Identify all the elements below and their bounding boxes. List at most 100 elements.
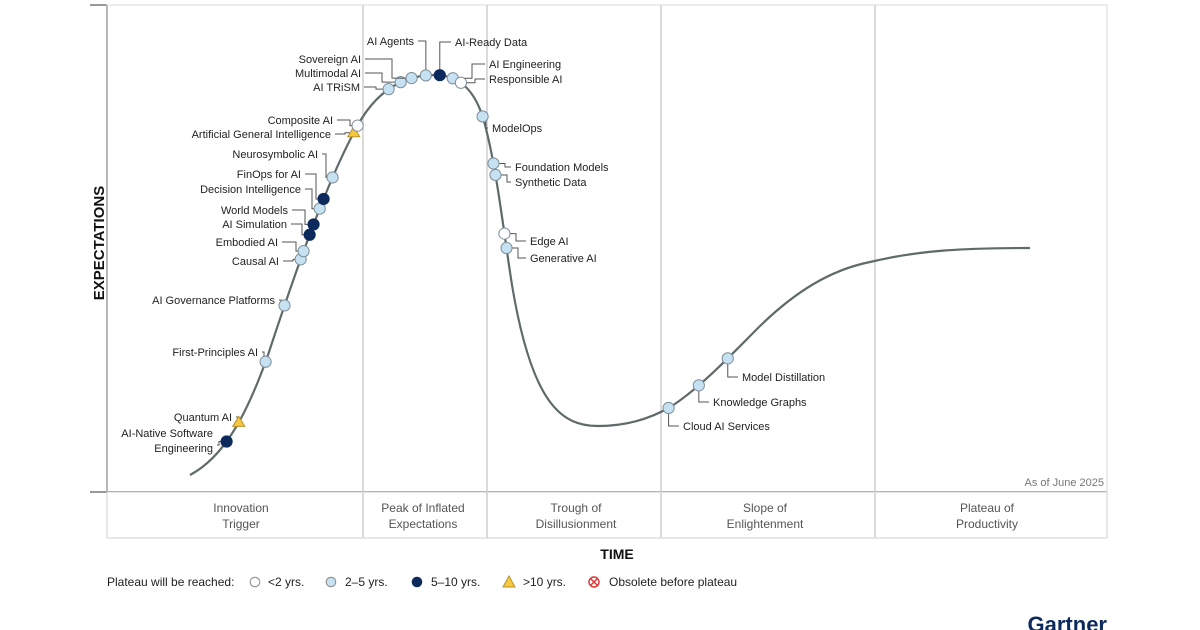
- tech-marker-artificial-general-intelligence: [346, 125, 361, 138]
- tech-label: Multimodal AI: [295, 68, 361, 80]
- tech-marker-ai-ready-data: [433, 69, 446, 82]
- leader-line: [499, 174, 511, 183]
- tech-label: Cloud AI Services: [683, 421, 770, 433]
- phase-label-peak-line2: Expectations: [389, 517, 458, 531]
- tech-label: Edge AI: [530, 236, 569, 248]
- phase-label-slope-line2: Enlightenment: [727, 517, 804, 531]
- legend-marker-gt10: [502, 574, 516, 588]
- phase-label-trough-line2: Disillusionment: [536, 517, 617, 531]
- phase-label-innovation-line1: Innovation: [213, 501, 268, 515]
- legend-title: Plateau will be reached:: [107, 575, 234, 589]
- phase-label-plateau-line2: Productivity: [956, 517, 1018, 531]
- tech-marker-world-models: [307, 218, 320, 231]
- leader-line: [456, 63, 485, 79]
- legend-marker-2to5: [325, 576, 337, 588]
- tech-label: Knowledge Graphs: [713, 397, 807, 409]
- tech-label: Composite AI: [268, 115, 333, 127]
- tech-label: Foundation Models: [515, 162, 609, 174]
- phase-dividers: [362, 5, 876, 538]
- leader-line: [335, 132, 350, 135]
- tech-label: AI-Native Software: [121, 428, 213, 440]
- tech-marker-responsible-ai: [454, 76, 467, 89]
- tech-label: Synthetic Data: [515, 177, 587, 189]
- leader-line: [668, 411, 679, 427]
- tech-label: Artificial General Intelligence: [192, 129, 331, 141]
- tech-marker-ai-agents: [419, 69, 432, 82]
- hype-curve: [189, 73, 1031, 476]
- tech-marker-generative-ai: [500, 241, 513, 255]
- gartner-logo: Gartner: [1028, 612, 1108, 630]
- tech-marker-multimodal-ai: [394, 76, 407, 89]
- tech-label: AI-Ready Data: [455, 37, 528, 49]
- tech-marker-ai-simulation: [303, 228, 316, 241]
- tech-label: First-Principles AI: [172, 347, 258, 359]
- legend-marker-obsolete-x2: [590, 578, 598, 586]
- leader-line: [364, 86, 385, 90]
- leader-line: [510, 247, 526, 259]
- tech-marker-sovereign-ai: [405, 72, 418, 85]
- tech-marker-embodied-ai: [297, 245, 310, 258]
- tech-label: AI Governance Platforms: [152, 295, 275, 307]
- tech-label: AI Engineering: [489, 59, 561, 71]
- tech-label: ModelOps: [492, 123, 543, 135]
- leader-line: [322, 153, 329, 178]
- leader-line: [418, 40, 427, 71]
- tech-marker-first-principles-ai: [259, 355, 272, 368]
- phase-label-peak-line1: Peak of Inflated: [381, 501, 464, 515]
- tech-marker-ai-trism: [382, 83, 395, 96]
- tech-label: Engineering: [154, 443, 213, 455]
- tech-label: FinOps for AI: [237, 169, 301, 181]
- tech-marker-neurosymbolic-ai: [326, 171, 339, 184]
- tech-label: Sovereign AI: [299, 54, 361, 66]
- leader-line: [497, 162, 511, 168]
- legend-label-gt10: >10 yrs.: [523, 575, 566, 589]
- leader-line: [698, 389, 709, 403]
- tech-label: Neurosymbolic AI: [232, 149, 318, 161]
- as-of-date: As of June 2025: [1024, 477, 1104, 489]
- phase-label-innovation-line2: Trigger: [222, 517, 260, 531]
- phase-label-trough-line1: Trough of: [551, 501, 603, 515]
- tech-marker-ai-native-software-engineering: [220, 435, 233, 448]
- tech-marker-synthetic-data: [489, 168, 502, 182]
- phase-label-slope-line1: Slope of: [743, 501, 788, 515]
- leader-line: [464, 78, 485, 84]
- tech-label: AI TRiSM: [313, 82, 360, 94]
- legend-marker-lt2: [249, 576, 261, 588]
- phase-label-plateau-line1: Plateau of: [960, 501, 1015, 515]
- leader-line: [439, 41, 451, 71]
- tech-marker-foundation-models: [487, 157, 500, 170]
- legend-label-obsolete: Obsolete before plateau: [609, 575, 737, 589]
- leader-line: [337, 119, 354, 127]
- legend-label-2to5: 2–5 yrs.: [345, 575, 388, 589]
- tech-label: AI Agents: [367, 36, 415, 48]
- tech-label: AI Simulation: [222, 219, 287, 231]
- tech-label: World Models: [221, 205, 289, 217]
- tech-label: Decision Intelligence: [200, 184, 301, 196]
- legend-marker-5to10: [411, 576, 423, 588]
- tech-marker-ai-governance-platforms: [278, 299, 291, 312]
- tech-label: Generative AI: [530, 253, 597, 265]
- legend-label-5to10: 5–10 yrs.: [431, 575, 480, 589]
- y-axis-title: EXPECTATIONS: [91, 186, 108, 300]
- leader-line: [282, 241, 300, 252]
- tech-marker-modelops: [476, 110, 489, 123]
- tech-marker-quantum-ai: [231, 415, 246, 427]
- tech-marker-finops-for-ai: [317, 192, 330, 206]
- tech-marker-edge-ai: [498, 227, 511, 240]
- tech-label: Model Distillation: [742, 372, 825, 384]
- leader-line: [727, 362, 738, 378]
- leader-line: [365, 72, 397, 83]
- tech-marker-cloud-ai-services: [662, 401, 675, 415]
- tech-label: Causal AI: [232, 256, 279, 268]
- leader-line: [305, 188, 316, 210]
- tech-label: Quantum AI: [174, 412, 232, 424]
- leader-line: [508, 233, 526, 242]
- leader-line: [365, 58, 408, 79]
- tech-label: Embodied AI: [216, 237, 278, 249]
- legend-label-lt2: <2 yrs.: [268, 575, 304, 589]
- tech-label: Responsible AI: [489, 74, 562, 86]
- phase-band: [106, 491, 1108, 539]
- tech-marker-composite-ai: [351, 119, 364, 132]
- x-axis-title: TIME: [600, 546, 633, 562]
